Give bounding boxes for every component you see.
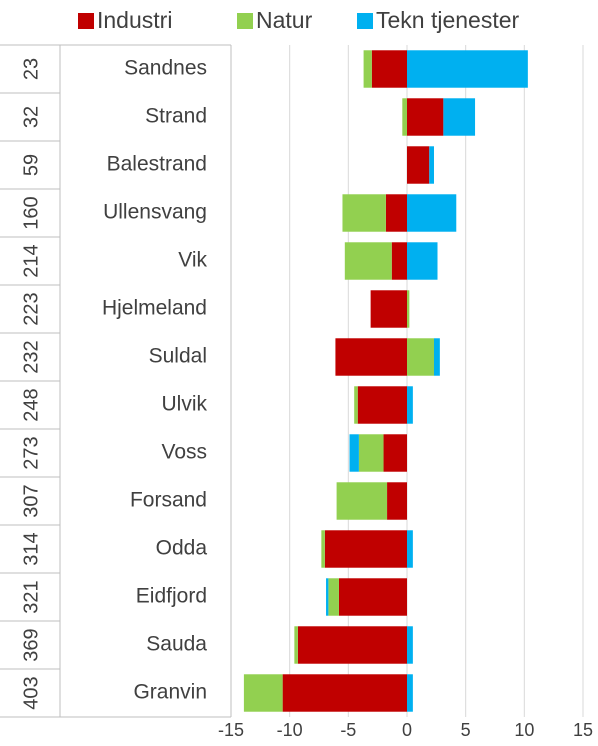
x-tick-label: 10 [514, 720, 534, 740]
group-label: 59 [20, 154, 42, 176]
category-label: Granvin [133, 681, 207, 704]
category-label: Sandnes [124, 57, 207, 80]
category-label: Hjelmeland [102, 297, 207, 320]
bar-segment [282, 674, 407, 712]
category-label: Eidfjord [136, 585, 207, 608]
bar-segment [370, 290, 407, 328]
bar-segment [407, 290, 410, 328]
group-label: 273 [20, 436, 42, 469]
group-label: 248 [20, 388, 42, 421]
bar-segment [407, 386, 413, 424]
bar-segment [429, 146, 434, 184]
group-label: 214 [20, 244, 42, 277]
x-tick-label: -15 [218, 720, 244, 740]
category-label: Vik [178, 249, 207, 272]
bar-segment [328, 578, 339, 616]
bar-segment [433, 338, 440, 376]
bar-segment [342, 194, 386, 232]
group-label: 307 [20, 484, 42, 517]
bar-segment [344, 242, 392, 280]
bar-segment [357, 386, 407, 424]
group-label: 32 [20, 106, 42, 128]
x-tick-label: -5 [340, 720, 356, 740]
bar-segment [336, 482, 388, 520]
x-tick-label: 5 [461, 720, 471, 740]
bar-segment [354, 386, 358, 424]
legend-label: Natur [256, 7, 313, 33]
category-label: Sauda [146, 633, 207, 656]
category-label: Forsand [130, 489, 207, 512]
legend-label: Tekn tjenester [376, 7, 520, 33]
bar-segment [407, 674, 413, 712]
group-label: 232 [20, 340, 42, 373]
bar-segment [407, 98, 444, 136]
legend-swatch [78, 13, 94, 29]
bar-segment [391, 242, 407, 280]
bar-segment [294, 626, 298, 664]
bar-segment [363, 50, 372, 88]
group-label: 160 [20, 196, 42, 229]
category-label: Strand [145, 105, 207, 128]
bar-segment [243, 674, 283, 712]
bar-segment [407, 530, 413, 568]
category-label: Ullensvang [103, 201, 207, 224]
bar-segment [349, 434, 359, 472]
legend-swatch [237, 13, 253, 29]
category-label: Suldal [149, 345, 207, 368]
bar-segment [324, 530, 407, 568]
category-label: Odda [156, 537, 208, 560]
group-label: 369 [20, 628, 42, 661]
bar-segment [443, 98, 476, 136]
group-label: 223 [20, 292, 42, 325]
bar-segment [371, 50, 407, 88]
bar-segment [338, 578, 407, 616]
bar-segment [407, 626, 413, 664]
bar-segment [402, 98, 407, 136]
bar-segment [383, 434, 407, 472]
bar-segment [387, 482, 407, 520]
x-tick-label: 0 [402, 720, 412, 740]
group-label: 403 [20, 676, 42, 709]
bar-segment [407, 50, 528, 88]
category-label: Ulvik [162, 393, 208, 416]
x-tick-label: 15 [573, 720, 593, 740]
category-label: Voss [161, 441, 207, 464]
legend-label: Industri [97, 7, 172, 33]
bar-segment [297, 626, 407, 664]
group-label: 314 [20, 532, 42, 565]
bar-segment [407, 194, 457, 232]
x-tick-label: -10 [277, 720, 303, 740]
bar-segment [407, 338, 434, 376]
group-label: 23 [20, 58, 42, 80]
category-label: Balestrand [107, 153, 207, 176]
bar-segment [407, 242, 438, 280]
bar-segment [358, 434, 384, 472]
bar-segment [407, 146, 430, 184]
bar-segment [385, 194, 407, 232]
bar-segment [321, 530, 325, 568]
bar-segment [326, 578, 329, 616]
group-label: 321 [20, 580, 42, 613]
legend-swatch [357, 13, 373, 29]
bar-segment [335, 338, 407, 376]
